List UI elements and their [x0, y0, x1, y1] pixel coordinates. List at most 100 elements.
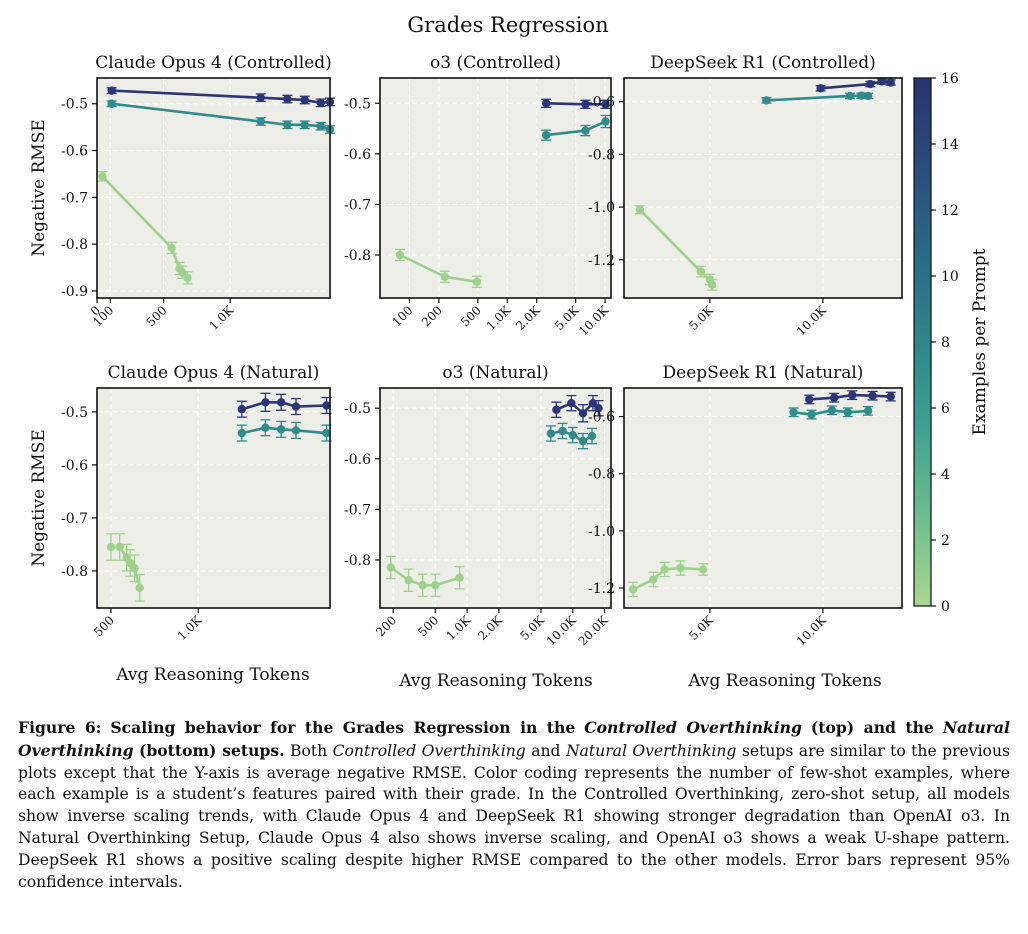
colorbar-tick-label: 14	[941, 137, 959, 153]
data-point	[322, 428, 331, 438]
plot-frame	[96, 387, 331, 609]
plot-area	[624, 388, 902, 608]
data-point	[676, 563, 685, 573]
data-point	[707, 280, 717, 290]
x-tick-label: 20.0K	[576, 612, 612, 648]
data-point	[789, 408, 798, 417]
data-point	[866, 79, 875, 89]
panels: Claude Opus 4 (Controlled) -0.5 -0.6 -0.7 -0…	[61, 53, 903, 648]
data-point	[237, 428, 247, 438]
data-point	[845, 91, 855, 101]
x-tick-label: 500	[144, 303, 170, 329]
x-tick-label: 1.0K	[484, 302, 514, 332]
x-axis-label-3: Avg Reasoning Tokens	[687, 671, 881, 691]
caption-bold-1: Scaling behavior for the Grades Regressi…	[110, 718, 576, 737]
data-point	[404, 575, 413, 585]
caption-bold-2: (top) and the	[810, 718, 934, 737]
y-tick-label: -0.8	[588, 467, 615, 483]
y-tick-label: -0.8	[588, 147, 615, 163]
data-point	[807, 410, 816, 419]
panel-title: DeepSeek R1 (Controlled)	[650, 53, 876, 73]
series-8-examples	[541, 114, 611, 141]
data-point	[276, 398, 286, 407]
panel-title: DeepSeek R1 (Natural)	[663, 363, 864, 383]
panel-title: o3 (Natural)	[442, 363, 548, 383]
series-line	[820, 80, 891, 90]
series-0-examples	[385, 555, 465, 598]
x-tick-label: 500	[458, 303, 484, 329]
series-16-examples	[541, 98, 611, 109]
chart-panel-3: DeepSeek R1 (Controlled) -0.6 -0.8 -1.0 -1.2…	[588, 53, 903, 338]
plot-area	[624, 78, 902, 298]
caption-italic-2: Natural Overthinking	[565, 741, 737, 760]
data-point	[546, 429, 556, 438]
colorbar-bar	[913, 77, 932, 607]
x-tick-label: 10.0K	[544, 612, 580, 648]
panel-title: o3 (Controlled)	[430, 53, 561, 73]
data-point	[316, 122, 325, 131]
series-0-examples	[97, 170, 193, 285]
data-point	[558, 426, 567, 436]
caption-italic-1: Controlled Overthinking	[332, 741, 526, 760]
y-axis-label-top: Negative RMSE	[29, 119, 49, 257]
data-point	[300, 95, 309, 105]
series-8-examples	[761, 91, 874, 105]
data-point	[877, 77, 886, 86]
data-point	[816, 84, 825, 93]
data-point	[868, 391, 877, 400]
y-tick-label: -0.6	[61, 144, 88, 160]
data-point	[440, 272, 450, 281]
series-8-examples	[236, 419, 332, 442]
x-tick-label: 2.0K	[513, 302, 543, 332]
data-point	[660, 565, 669, 574]
data-point	[827, 406, 837, 415]
chart-panel-6: DeepSeek R1 (Natural) -0.6 -0.8 -1.0 -1.2 5.0…	[588, 363, 903, 648]
data-point	[863, 406, 873, 416]
data-point	[183, 273, 192, 283]
x-tick-label: 10.0K	[794, 302, 830, 338]
data-point	[805, 395, 814, 404]
data-point	[552, 405, 561, 414]
series-0-examples	[628, 560, 709, 598]
colorbar-label: Examples per Prompt	[970, 248, 990, 435]
data-point	[578, 409, 588, 418]
x-tick-label: 10.0K	[794, 612, 830, 648]
figure-caption: Figure 6: Scaling behavior for the Grade…	[18, 717, 1010, 893]
data-point	[541, 130, 551, 140]
series-16-examples	[551, 394, 604, 423]
data-point	[395, 250, 405, 260]
y-tick-label: -0.7	[61, 190, 88, 206]
data-point	[863, 91, 873, 101]
x-tick-label: 10.0K	[576, 302, 612, 338]
x-tick-label: 200	[419, 303, 445, 329]
data-point	[135, 583, 144, 593]
data-point	[178, 268, 187, 277]
data-point	[291, 402, 301, 411]
x-tick-label: 1.0K	[207, 302, 237, 332]
data-point	[843, 408, 852, 417]
caption-bold-italic-1: Controlled Overthinking	[584, 718, 802, 737]
figure-canvas: Grades Regression Claude Opus 4 (Control…	[29, 13, 990, 691]
plot-frame	[96, 77, 331, 299]
data-point	[167, 243, 176, 253]
data-point	[594, 404, 603, 413]
data-point	[568, 430, 577, 440]
plot-area	[380, 388, 611, 608]
y-tick-label: -0.7	[61, 511, 88, 527]
caption-text-3: setups are similar to the previous plots…	[18, 741, 1010, 891]
colorbar-tick-label: 2	[941, 533, 950, 549]
data-point	[431, 581, 440, 590]
data-point	[98, 172, 107, 181]
data-point	[283, 120, 292, 130]
y-tick-label: -0.8	[344, 553, 371, 569]
series-0-examples	[105, 533, 145, 602]
data-point	[581, 126, 590, 135]
y-tick-label: -0.5	[344, 401, 371, 417]
series-0-examples	[394, 248, 482, 289]
data-point	[698, 565, 708, 574]
y-tick-label: -0.7	[344, 502, 371, 518]
data-point	[649, 575, 658, 584]
data-point	[283, 94, 292, 104]
y-tick-label: -0.8	[344, 248, 371, 264]
data-point	[316, 98, 325, 108]
